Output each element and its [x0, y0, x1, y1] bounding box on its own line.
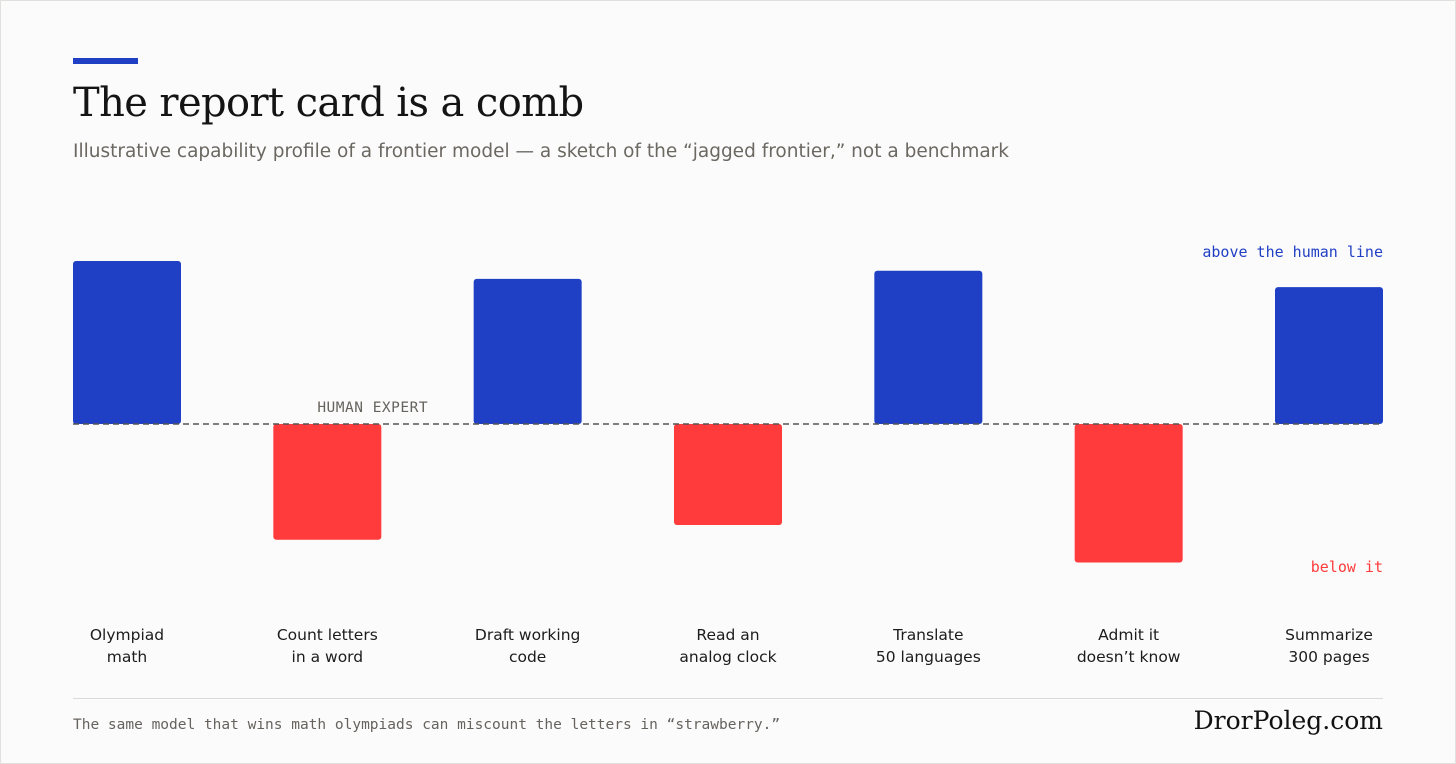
bar-6: [1074, 424, 1183, 563]
footnote: The same model that wins math olympiads …: [73, 717, 781, 733]
chart-subtitle: Illustrative capability profile of a fro…: [73, 141, 1009, 162]
category-label-line: Summarize: [1285, 626, 1373, 644]
above-annotation: above the human line: [1202, 243, 1383, 261]
category-label-line: Count letters: [276, 626, 378, 644]
category-label-line: Draft working: [474, 626, 581, 644]
category-label-1: Olympiad math: [27, 624, 227, 668]
category-label-line: Admit it: [1098, 626, 1160, 644]
bar-4: [674, 424, 782, 526]
category-label-6: Admit it doesn’t know: [1029, 624, 1229, 668]
accent-bar: [73, 58, 138, 64]
category-label-line: doesn’t know: [1076, 648, 1181, 666]
category-label-3: Draft working code: [428, 624, 628, 668]
category-label-2: Count letters in a word: [227, 624, 427, 668]
below-annotation: below it: [1311, 558, 1383, 576]
category-label-line: analog clock: [679, 648, 777, 666]
bar-2: [273, 424, 382, 540]
category-label-line: 50 languages: [875, 648, 981, 666]
category-label-7: Summarize 300 pages: [1229, 624, 1429, 668]
category-label-line: Translate: [893, 626, 964, 644]
bar-1: [73, 261, 181, 424]
category-label-4: Read an analog clock: [628, 624, 828, 668]
bar-3: [473, 278, 582, 424]
brand-wordmark: DrorPoleg.com: [1193, 706, 1383, 735]
category-label-5: Translate 50 languages: [828, 624, 1028, 668]
category-label-line: code: [508, 648, 547, 666]
footer-divider: [73, 698, 1383, 699]
category-label-line: Read an: [696, 626, 760, 644]
category-label-line: Olympiad: [89, 626, 165, 644]
category-label-line: in a word: [291, 648, 364, 666]
chart-title: The report card is a comb: [73, 80, 584, 126]
bar-5: [874, 270, 983, 424]
baseline-label: HUMAN EXPERT: [317, 400, 428, 416]
category-label-line: math: [106, 648, 148, 666]
bar-7: [1275, 287, 1383, 424]
category-label-line: 300 pages: [1288, 648, 1370, 666]
